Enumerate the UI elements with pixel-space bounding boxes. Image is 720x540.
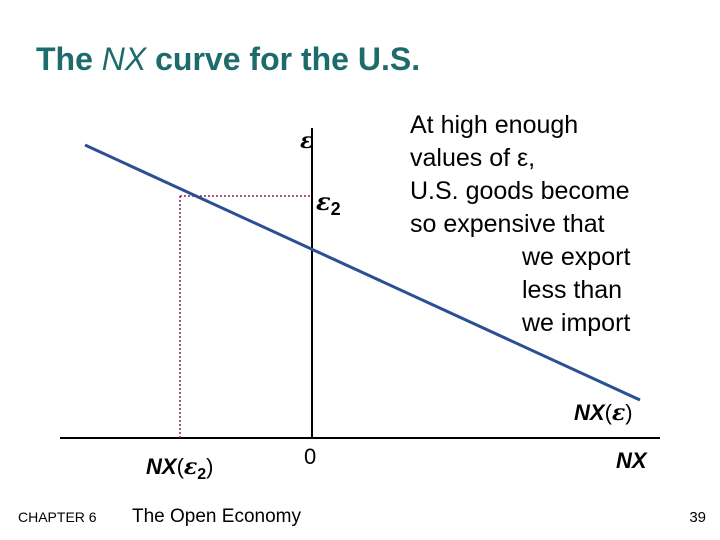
title-pre: The	[36, 41, 93, 77]
nx-epsilon2-sub: 2	[197, 466, 206, 483]
title-post: curve for the U.S.	[155, 41, 420, 77]
nx-epsilon2-close: )	[206, 454, 213, 479]
nx-epsilon2-symbol: ε	[184, 454, 197, 480]
epsilon2-symbol: ε	[316, 187, 331, 216]
annotation-line: values of ε,	[410, 144, 535, 172]
curve-label: NX(ε)	[574, 400, 633, 426]
annotation-line: At high enough	[410, 111, 578, 139]
title: The NX curve for the U.S.	[36, 41, 420, 77]
footer-chapter: CHAPTER 6	[18, 509, 97, 525]
nx-epsilon2-open: (	[177, 454, 185, 479]
x-axis-label: NX	[616, 448, 648, 473]
nx-epsilon2-nx: NX	[146, 454, 178, 479]
y-axis-label: ε	[300, 128, 313, 154]
annotation-line: we export	[521, 243, 630, 271]
annotation-line: less than	[522, 276, 622, 304]
nx-epsilon2-label: NX(ε2)	[146, 454, 214, 483]
curve-label-open: (	[605, 400, 613, 425]
curve-label-close: )	[625, 400, 632, 425]
epsilon2-label: ε2	[316, 187, 341, 219]
annotation-line: we import	[521, 309, 630, 337]
annotation-line: U.S. goods become	[410, 177, 630, 205]
title-em: NX	[102, 41, 148, 77]
nx-curve	[84, 143, 641, 402]
origin-label: 0	[304, 444, 316, 469]
footer-page: 39	[689, 509, 706, 526]
curve-label-nx: NX	[574, 400, 606, 425]
footer-book: The Open Economy	[132, 506, 301, 527]
curve-label-symbol: ε	[612, 400, 625, 426]
annotation-line: so expensive that	[410, 210, 605, 238]
epsilon2-sub: 2	[331, 199, 341, 219]
